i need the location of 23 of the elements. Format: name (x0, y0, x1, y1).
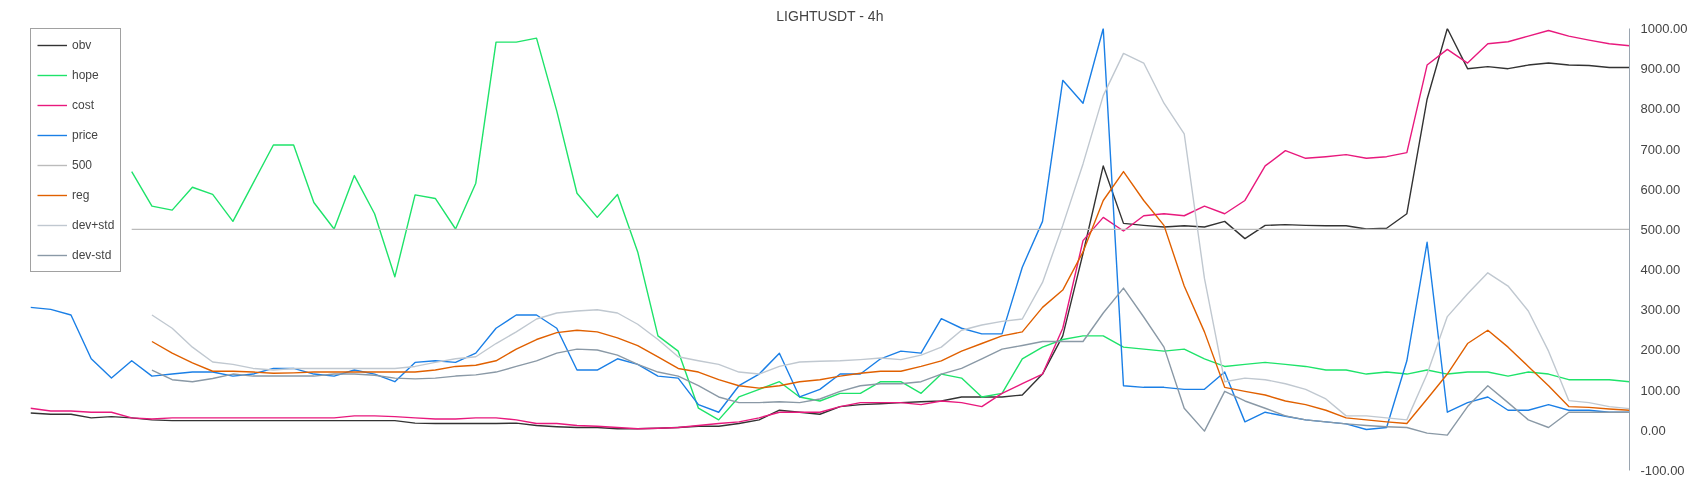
legend-label: obv (72, 38, 92, 52)
legend-label: price (72, 128, 99, 142)
y-tick-label: 100.00 (1640, 382, 1681, 398)
y-tick-label: 500.00 (1640, 221, 1681, 237)
legend-label: hope (72, 68, 99, 82)
legend-label: 500 (72, 158, 93, 172)
legend-label: dev-std (72, 248, 112, 262)
y-tick-label: 900.00 (1640, 61, 1681, 77)
legend-label: cost (72, 98, 95, 112)
legend-label: dev+std (72, 218, 115, 232)
line-series (151, 170, 1630, 425)
y-tick-label: 200.00 (1640, 342, 1681, 358)
legend-label: reg (72, 188, 91, 202)
y-tick-label: 1000.00 (1640, 21, 1688, 36)
y-tick-label: 300.00 (1640, 302, 1681, 318)
y-tick-label: 800.00 (1640, 101, 1681, 117)
y-tick-label: -100.00 (1640, 463, 1685, 478)
y-tick-label: 600.00 (1640, 181, 1681, 197)
y-tick-label: 400.00 (1640, 262, 1681, 278)
y-tick-label: 0.00 (1640, 422, 1666, 438)
y-tick-label: 700.00 (1640, 141, 1681, 157)
chart-title: LIGHTUSDT - 4h (776, 7, 884, 24)
line-series (151, 287, 1630, 436)
